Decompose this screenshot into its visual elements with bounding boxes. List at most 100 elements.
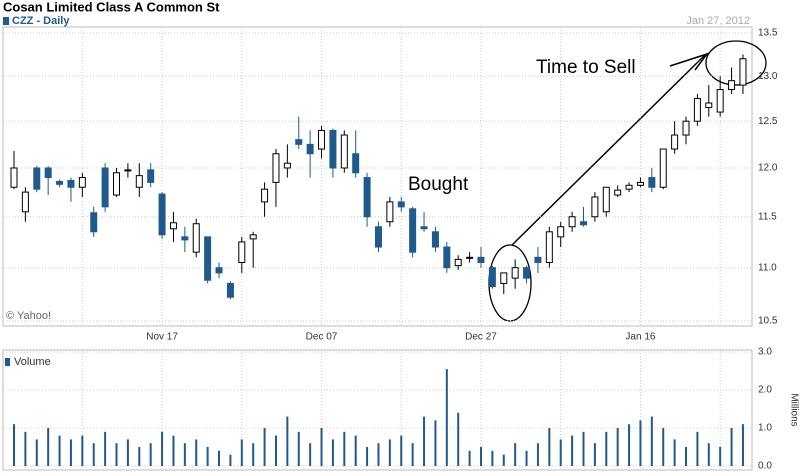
candle-body (113, 172, 121, 196)
volume-bar (582, 431, 585, 466)
volume-bar (263, 428, 266, 466)
candle-body (397, 201, 405, 208)
volume-frame (2, 349, 753, 471)
candle-body (181, 236, 189, 241)
candle-body (352, 153, 360, 174)
candle-body (443, 246, 451, 269)
volume-bar (183, 443, 186, 466)
candle-body (249, 234, 257, 240)
y-tick-label: 13.0 (758, 71, 778, 82)
candle-body (10, 167, 18, 188)
y-tick-label: 11.5 (758, 211, 777, 222)
candle-body (454, 258, 462, 267)
y-tick-label: 12.5 (758, 116, 778, 127)
volume-bar (434, 420, 437, 466)
volume-bar (47, 428, 50, 466)
candle-body (431, 231, 439, 248)
candle-body (374, 226, 382, 248)
volume-bar (719, 447, 722, 466)
candle-body (272, 153, 280, 183)
chart-title: Cosan Limited Class A Common St (3, 0, 220, 14)
volume-bar (366, 447, 369, 466)
y-tick-label: 11.0 (758, 262, 777, 273)
y-tick-label: 13.5 (758, 28, 778, 39)
source-label: © Yahoo! (6, 310, 51, 322)
candle-body (671, 134, 679, 150)
volume-bar (525, 450, 528, 466)
candle-body (318, 129, 326, 150)
volume-bar (81, 435, 84, 466)
y-tick-label: 0.0 (758, 461, 772, 472)
candle-body (33, 167, 41, 190)
volume-bar (309, 443, 312, 466)
volume-bar (491, 450, 494, 466)
volume-bar (240, 439, 243, 466)
candle-body (568, 216, 576, 228)
volume-bar (400, 435, 403, 466)
candle-body (306, 143, 314, 155)
volume-bar (149, 443, 152, 466)
volume-bar (696, 431, 699, 466)
volume-bar (58, 435, 61, 466)
volume-bar (423, 416, 426, 466)
volume-bar (69, 439, 72, 466)
volume-bar (126, 439, 129, 466)
volume-bar (514, 443, 517, 466)
candle-body (705, 102, 713, 109)
candle-body (386, 201, 394, 223)
candle-body (329, 129, 337, 169)
volume-bar (104, 431, 107, 466)
volume-bar (662, 428, 665, 466)
candle-body (534, 256, 542, 263)
annotation: Bought (408, 174, 469, 195)
candle-body (716, 89, 724, 113)
volume-bar (593, 443, 596, 466)
volume-bar (172, 435, 175, 466)
x-tick-label: Nov 17 (146, 332, 178, 343)
candle-body (158, 193, 166, 236)
x-tick-label: Dec 27 (465, 332, 497, 343)
volume-bar (24, 431, 27, 466)
candle-body (147, 169, 155, 183)
volume-bar (411, 443, 414, 466)
arrow-line (511, 54, 706, 246)
legend-label: CZZ - Daily (12, 15, 70, 27)
candle-body (135, 175, 143, 188)
candle-body (511, 267, 519, 279)
y-tick-label: 10.5 (758, 316, 778, 327)
candle-body (238, 241, 246, 263)
volume-bar (571, 435, 574, 466)
volume-legend: Volume (14, 356, 51, 368)
volume-bar (252, 443, 255, 466)
volume-bar (559, 439, 562, 466)
candle-body (204, 236, 212, 281)
y-tick-label: 2.0 (758, 385, 772, 396)
volume-bar (92, 443, 95, 466)
y-tick-label: 1.0 (758, 423, 772, 434)
volume-bar (377, 443, 380, 466)
candle-body (226, 282, 234, 298)
volume-bar (616, 428, 619, 466)
legend-swatch (3, 17, 9, 25)
candle-body (420, 226, 428, 230)
candle-body (728, 80, 736, 91)
volume-bar (457, 412, 460, 466)
volume-bar (673, 439, 676, 466)
volume-bar (320, 428, 323, 466)
volume-bar (274, 435, 277, 466)
candle-body (67, 179, 75, 188)
date-label: Jan 27, 2012 (686, 15, 750, 27)
candle-body (523, 267, 531, 279)
candle-body (78, 177, 86, 188)
y-tick-label: 3.0 (758, 347, 772, 358)
candle-body (659, 148, 667, 188)
volume-bar (730, 428, 733, 466)
volume-bar (161, 431, 164, 466)
candle-body (557, 226, 565, 238)
candle-body (340, 134, 348, 169)
candle-body (488, 267, 496, 288)
volume-bar (343, 431, 346, 466)
candle-body (101, 167, 109, 208)
candle-body (591, 196, 599, 218)
